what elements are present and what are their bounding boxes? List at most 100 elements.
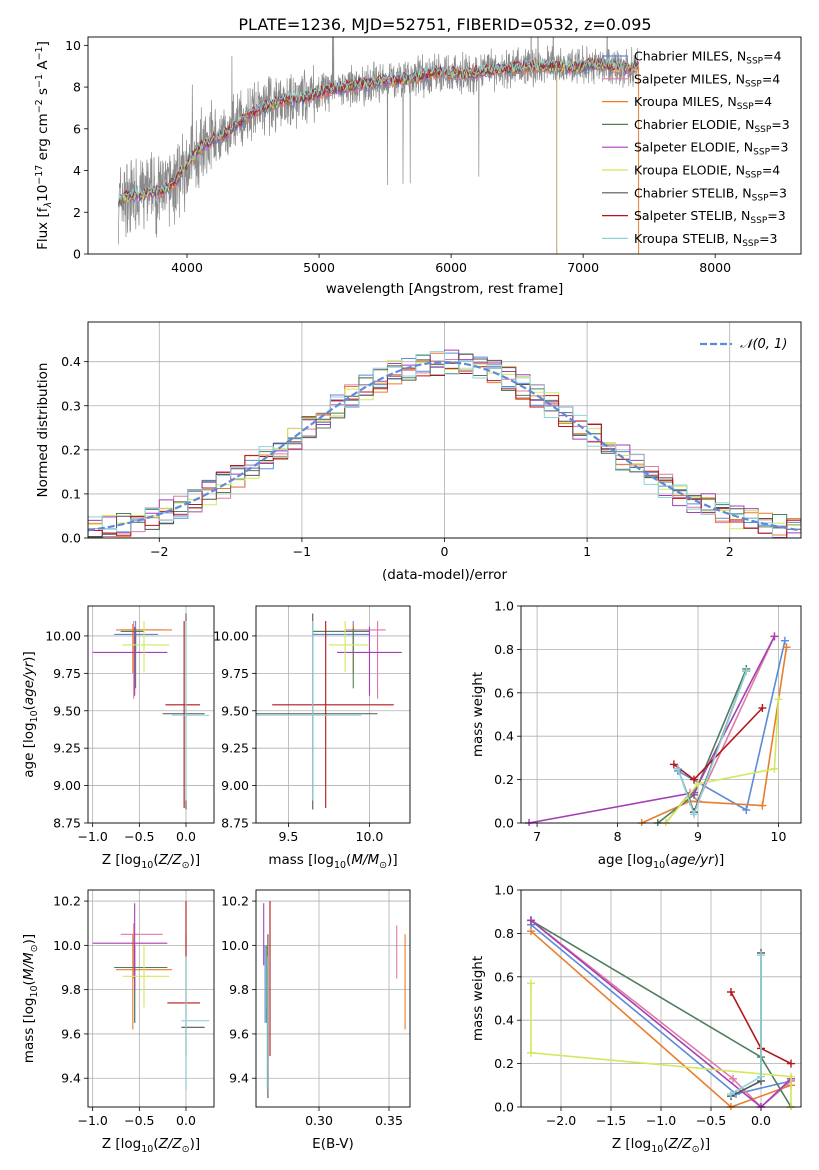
y-tick-label: 10.2 <box>53 894 81 909</box>
y-tick-label: 10.00 <box>45 628 81 643</box>
y-tick-label: 9.6 <box>229 1026 249 1041</box>
errorbars <box>256 613 402 810</box>
x-axis-label: E(B-V) <box>312 1136 354 1152</box>
spectrum-data <box>117 37 640 254</box>
label-part: )] <box>21 934 37 945</box>
y-tick-label: 0.1 <box>61 486 81 501</box>
y-tick-label: 10.2 <box>221 894 249 909</box>
y-tick-label: 0.6 <box>494 969 514 984</box>
legend-label: Salpeter STELIB, NSSP=3 <box>634 208 786 226</box>
x-axis-label: age [log10(age/yr)] <box>598 852 724 871</box>
label-part: mass [log <box>21 998 37 1064</box>
legend-sub: SSP <box>742 239 759 249</box>
legend-sub: SSP <box>745 79 762 89</box>
x-tick-label: 2 <box>726 544 734 559</box>
y-tick-label: 9.8 <box>229 982 249 997</box>
x-tick-label: 5000 <box>303 260 335 275</box>
weight-lines <box>525 632 791 826</box>
legend: Chabrier MILES, NSSP=4 Salpeter MILES, NS… <box>602 49 790 249</box>
label-part: ⊙ <box>182 1144 190 1155</box>
x-tick-label: −0.5 <box>124 829 154 844</box>
label-part: ⊙ <box>182 860 190 871</box>
y-tick-label: 8 <box>73 80 81 95</box>
label-part: A <box>35 60 51 74</box>
x-tick-label: 4000 <box>171 260 203 275</box>
legend-label: Chabrier STELIB, NSSP=3 <box>634 185 787 203</box>
weight-series <box>730 952 762 1097</box>
y-axis-label: Normed distribution <box>35 363 51 498</box>
y-tick-label: 0.0 <box>494 816 514 831</box>
x-tick-label: −1.5 <box>596 1113 626 1128</box>
legend-tail: =3 <box>767 208 785 223</box>
legend-label: Salpeter ELODIE, NSSP=3 <box>634 140 788 158</box>
y-tick-label: 0.8 <box>494 926 514 941</box>
legend-label: Chabrier MILES, NSSP=4 <box>634 49 782 67</box>
y-tick-label: 9.8 <box>61 982 81 997</box>
label-part: age/yr <box>21 660 37 705</box>
axes-frame <box>87 36 802 255</box>
y-axis-label: mass weight <box>470 672 486 757</box>
label-part: ( <box>21 980 37 985</box>
label-part: M/M <box>21 952 37 980</box>
label-part: 10 <box>35 185 51 202</box>
weight-series <box>677 640 786 812</box>
x-tick-label: 0.0 <box>751 1113 771 1128</box>
label-part: 10 <box>334 860 346 871</box>
x-tick-label: −1 <box>293 544 311 559</box>
legend-label: 𝒩(0, 1) <box>740 337 787 352</box>
y-tick-label: 9.75 <box>53 666 81 681</box>
legend-text: Salpeter ELODIE, N <box>634 140 753 155</box>
label-part: )] <box>190 852 201 868</box>
label-part: Z/Z <box>158 852 183 868</box>
spectrum-panel: 4000 5000 6000 7000 8000 0 2 4 6 8 10 wavelength [A… <box>34 36 802 297</box>
label-part: )] <box>387 852 398 868</box>
legend-label: Kroupa MILES, NSSP=4 <box>634 94 772 112</box>
y-tick-label: 2 <box>73 205 81 220</box>
legend-tail: =3 <box>769 185 787 200</box>
label-part: −1 <box>34 46 45 60</box>
y-axis-label: Flux [fλ10−17 erg cm−2 s−1 A−1] <box>34 41 54 250</box>
errorbars <box>92 901 210 1090</box>
label-part: −17 <box>34 165 45 185</box>
label-part: )] <box>700 1136 711 1152</box>
age_vs_mass-panel: 9.5 10.0 8.75 9.00 9.25 9.50 9.75 10.00 mass [lo… <box>213 605 411 871</box>
y-tick-label: 1.0 <box>494 599 514 614</box>
weight-series <box>530 983 792 1107</box>
label-part: age/yr <box>670 852 715 868</box>
label-part: ( <box>663 1136 668 1152</box>
weight-series <box>528 636 776 824</box>
legend-sub: SSP <box>737 102 754 112</box>
label-part: s <box>35 88 51 99</box>
legend-tail: =3 <box>771 117 789 132</box>
y-tick-label: 1.0 <box>494 883 514 898</box>
label-part: 10 <box>141 860 153 871</box>
label-part: age [log <box>598 852 653 868</box>
weight-series <box>657 668 748 824</box>
legend-label: Chabrier ELODIE, NSSP=3 <box>634 117 790 135</box>
y-tick-label: 0.2 <box>61 442 81 457</box>
x-tick-label: 9.5 <box>278 829 298 844</box>
errorbars <box>263 901 406 1099</box>
legend-label: Kroupa ELODIE, NSSP=4 <box>634 163 780 181</box>
y-tick-label: 9.25 <box>53 741 81 756</box>
label-part: Z [log <box>612 1136 651 1152</box>
x-tick-label: 8 <box>614 829 622 844</box>
y-tick-label: 9.50 <box>53 703 81 718</box>
legend-tail: =3 <box>759 231 777 246</box>
legend-label: Salpeter MILES, NSSP=4 <box>634 71 780 89</box>
legend-label: Kroupa STELIB, NSSP=3 <box>634 231 778 249</box>
x-tick-label: −2 <box>150 544 168 559</box>
x-axis-label: Z [log10(Z/Z⊙)] <box>102 852 200 871</box>
x-axis-label: Z [log10(Z/Z⊙)] <box>612 1136 710 1155</box>
y-tick-label: 6 <box>73 121 81 136</box>
x-tick-label: −0.5 <box>696 1113 726 1128</box>
label-part: 10 <box>653 860 665 871</box>
label-part: ⊙ <box>29 944 40 952</box>
weight_vs_Z-panel: −2.0 −1.5 −1.0 −0.5 0.0 0.0 0.2 0.4 0.6 0.8 1.0 Z [… <box>470 883 802 1155</box>
x-axis-label: mass [log10(M/M⊙)] <box>268 852 397 871</box>
x-tick-label: 1 <box>583 544 591 559</box>
y-tick-label: 0 <box>73 247 81 262</box>
label-part: 10 <box>651 1144 663 1155</box>
label-part: age [log <box>21 722 37 777</box>
